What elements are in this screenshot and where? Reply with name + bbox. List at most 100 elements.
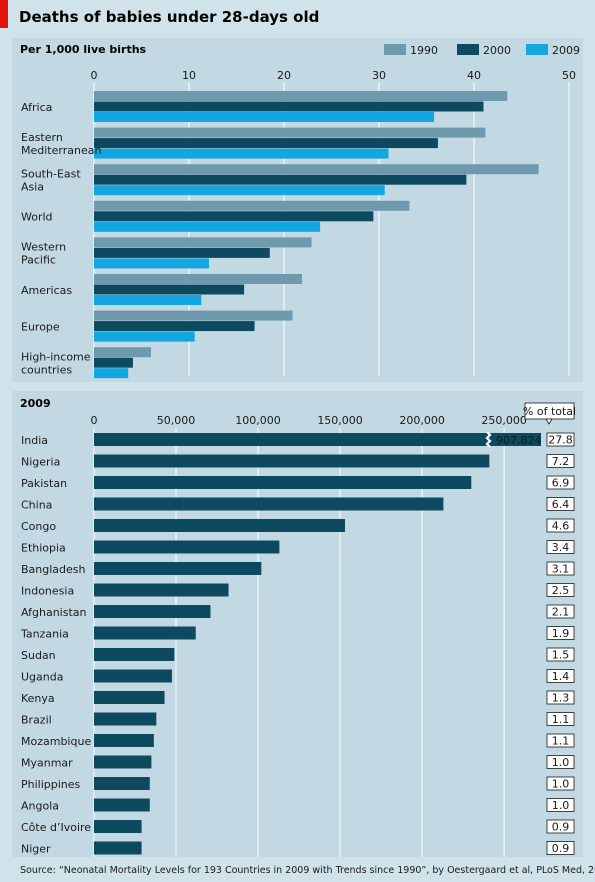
x-tick-bottom-200000: 200,000 — [399, 414, 445, 427]
chart-title: Deaths of babies under 28-days old — [19, 8, 319, 26]
bar-2009-c-te-d-ivoire — [94, 820, 142, 833]
category-label: Mediterranean — [21, 144, 101, 157]
x-tick-top-40: 40 — [467, 69, 481, 82]
pct-box — [546, 841, 575, 855]
pct-box — [546, 454, 575, 468]
pct-box — [546, 669, 575, 683]
pct-box — [546, 776, 575, 791]
pct-value: 0.9 — [552, 842, 570, 855]
category-label: World — [21, 211, 53, 224]
bar-2009-kenya — [94, 691, 165, 704]
bar-2009-africa — [94, 112, 435, 122]
bar-2009-sudan — [94, 648, 175, 661]
pct-value: 2.5 — [552, 584, 570, 597]
pct-value: 1.0 — [552, 799, 570, 812]
category-label: Americas — [21, 284, 72, 297]
bar-2009-pakistan — [94, 476, 472, 489]
country-label: Niger — [21, 843, 51, 856]
bar-2009-tanzania — [94, 626, 196, 640]
pct-value: 1.4 — [552, 670, 570, 683]
pct-value: 1.3 — [552, 692, 570, 705]
bar-2009-world — [94, 221, 321, 232]
pct-value: 3.1 — [552, 563, 570, 576]
bar-2009-indonesia — [94, 583, 229, 597]
category-label: Asia — [21, 180, 44, 193]
x-tick-top-10: 10 — [182, 69, 196, 82]
bar-2009-ethiopia — [94, 540, 280, 554]
pct-box — [546, 561, 575, 576]
country-label: Nigeria — [21, 456, 60, 469]
category-label: High-income — [21, 350, 91, 363]
bar-2000-europe — [94, 321, 255, 332]
bar-2009-mozambique — [94, 734, 154, 747]
pct-value: 4.6 — [552, 520, 570, 533]
category-label: South-East — [21, 167, 81, 180]
category-label: countries — [21, 363, 72, 376]
pct-value: 0.9 — [552, 821, 570, 834]
legend-label-2009: 2009 — [552, 44, 580, 57]
category-label: Western — [21, 241, 66, 254]
pct-value: 27.8 — [548, 434, 573, 447]
bar-2009-bangladesh — [94, 562, 262, 575]
pct-value: 7.2 — [552, 455, 570, 468]
country-label: Côte d’Ivoire — [21, 821, 91, 834]
bar-2000-world — [94, 211, 374, 222]
x-tick-top-30: 30 — [372, 69, 386, 82]
x-tick-top-50: 50 — [562, 69, 576, 82]
legend-label-1990: 1990 — [410, 44, 438, 57]
pct-value: 2.1 — [552, 606, 570, 619]
bar-1990-south-east-asia — [94, 164, 539, 175]
pct-box — [546, 755, 575, 769]
pct-value: 1.1 — [552, 713, 570, 726]
pct-box — [546, 475, 575, 490]
category-label: Eastern — [21, 131, 63, 144]
x-tick-bottom-150000: 150,000 — [317, 414, 363, 427]
x-tick-bottom-100000: 100,000 — [235, 414, 281, 427]
bar-2009-congo — [94, 519, 345, 532]
pct-value: 1.0 — [552, 756, 570, 769]
country-label: Uganda — [21, 671, 63, 684]
bar-2009-afghanistan — [94, 605, 211, 618]
pct-box — [546, 497, 575, 511]
country-label: Tanzania — [20, 628, 69, 641]
panel-1-subtitle: Per 1,000 live births — [20, 43, 147, 56]
country-label: Mozambique — [21, 735, 91, 748]
pct-header-pointer — [545, 418, 553, 425]
pct-box — [546, 626, 575, 640]
pct-box — [546, 518, 575, 533]
category-label: Pacific — [21, 254, 56, 267]
pct-box — [546, 583, 575, 597]
country-label: Pakistan — [21, 477, 67, 490]
bar-1990-western-pacific — [94, 237, 312, 248]
bar-2000-americas — [94, 284, 245, 295]
bar-1990-africa — [94, 91, 508, 101]
country-label: Sudan — [21, 649, 56, 662]
legend-label-2000: 2000 — [483, 44, 511, 57]
pct-box — [546, 819, 575, 834]
bar-2000-south-east-asia — [94, 174, 467, 185]
country-label: India — [21, 434, 48, 447]
country-label: Angola — [21, 800, 59, 813]
country-label: Myanmar — [21, 757, 73, 770]
bar-2009-china — [94, 497, 444, 511]
legend-swatch-2000 — [457, 44, 479, 55]
source-note: Source: “Neonatal Mortality Levels for 1… — [20, 865, 595, 876]
x-tick-top-0: 0 — [91, 69, 98, 82]
pct-box — [546, 432, 575, 447]
category-label: Africa — [21, 101, 52, 114]
bar-2000-high-income-countries — [94, 357, 133, 368]
pct-value: 1.1 — [552, 735, 570, 748]
axis-break-mark — [485, 431, 492, 448]
bar-2009-south-east-asia — [94, 185, 385, 196]
country-label: China — [21, 499, 52, 512]
bar-2000-eastern-mediterranean — [94, 138, 438, 149]
bar-2009-nigeria — [94, 454, 490, 468]
country-label: Brazil — [21, 714, 52, 727]
pct-box — [546, 604, 575, 619]
country-label: Bangladesh — [21, 563, 86, 576]
legend-swatch-1990 — [384, 44, 406, 55]
bar-2009-eastern-mediterranean — [94, 148, 389, 159]
bar-2009-myanmar — [94, 755, 152, 769]
x-tick-bottom-0: 0 — [91, 414, 98, 427]
